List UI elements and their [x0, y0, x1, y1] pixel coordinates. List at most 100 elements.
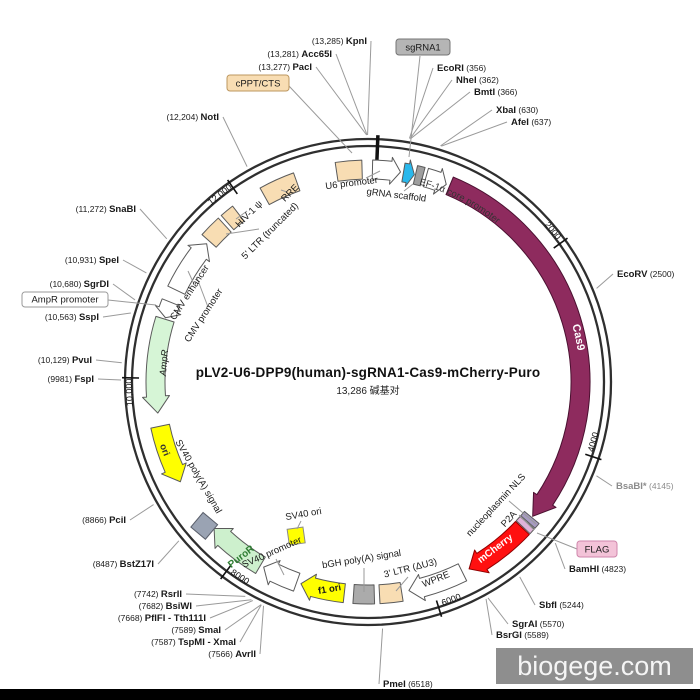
tick-2000 [553, 237, 568, 249]
feature-cas9 [445, 176, 591, 517]
leader-line-5 [296, 520, 302, 530]
feature-ori [150, 423, 187, 483]
feature-wpre [408, 563, 468, 602]
site-paci: (13,277) PacI [258, 62, 312, 73]
site-leader-noti [222, 116, 248, 167]
site-ecorv: EcoRV (2500) [617, 269, 675, 280]
leader-line-12 [518, 514, 535, 531]
leader-line-6 [187, 270, 195, 285]
backbone-outer-ring [123, 137, 613, 627]
tag-box-ampr-promoter [21, 291, 109, 308]
site-bsrgi: BsrGI (5589) [496, 630, 549, 641]
label-ampr: AmpR [158, 349, 171, 377]
feature-cmv-enhancer-cmv-promoter [167, 243, 210, 295]
site-leader-sgrdi [112, 283, 136, 301]
site-leader-afei [441, 121, 508, 147]
site-leader-tspmi-xmai [239, 604, 262, 643]
feature-puror [213, 527, 266, 574]
site-sgrdi: (10,680) SgrDI [50, 279, 109, 290]
site-bstz17i: (8487) BstZ17I [93, 559, 154, 570]
site-leader-bmti [410, 91, 471, 140]
backbone-inner-ring [130, 144, 606, 620]
site-leader-nhei [409, 79, 453, 139]
site-leader-bstz17i [157, 540, 180, 565]
bottom-black-bar [0, 689, 700, 700]
tag-label-flag: FLAG [585, 545, 610, 556]
feature-cppt-cts [334, 159, 363, 182]
site-leader-spei [122, 259, 147, 274]
site-leader-bsrgi [485, 598, 493, 636]
site-bsiwi: (7682) BsiWI [139, 601, 192, 612]
site-leader-bsabi [596, 475, 613, 487]
feature-u6-promoter [371, 156, 402, 185]
site-nhei: NheI (362) [456, 75, 499, 86]
label-ori: ori [157, 442, 172, 457]
site-leader-paci [315, 66, 368, 136]
site-leader-fspi [97, 378, 122, 381]
leader-line-1 [403, 183, 414, 192]
site-leader-pmei [378, 628, 384, 685]
site-leader-snabi [139, 208, 168, 240]
feature-f1-ori [300, 573, 346, 604]
site-pflfi-tth111i: (7668) PflFI - Tth111I [118, 613, 206, 624]
site-sgrai: SgrAI (5570) [512, 619, 564, 630]
label-grna-scaffold: gRNA scaffold [366, 186, 427, 204]
feature-bgh-poly-a-signal [352, 584, 376, 605]
label-sv40-ori: SV40 ori [285, 506, 323, 523]
tag-box-cppt-cts [226, 74, 290, 92]
label-f1-ori: f1 ori [317, 582, 342, 597]
site-avrii: (7566) AvrII [208, 649, 256, 660]
site-xbai: XbaI (630) [496, 105, 538, 116]
site-pvui: (10,129) PvuI [38, 355, 92, 366]
feature-3-ltr-u3 [378, 581, 404, 605]
site-leader-ecori [408, 67, 434, 139]
site-pmei: PmeI (6518) [383, 679, 433, 690]
leader-line-10 [280, 189, 288, 193]
feature-sv40-promoter [263, 560, 301, 592]
site-leader-kpni [367, 40, 372, 136]
tick-label-10-000: 10,000 [124, 378, 135, 406]
site-noti: (12,204) NotI [167, 112, 220, 123]
tag-leader-sgrna1 [408, 55, 421, 158]
tag-leader-flag [536, 532, 578, 550]
site-smai: (7589) SmaI [171, 625, 221, 636]
site-ecori: EcoRI (356) [437, 63, 486, 74]
leader-line-8 [235, 210, 248, 220]
site-acc65i: (13,281) Acc65I [267, 49, 332, 60]
feature-ef-1-core-promoter [422, 167, 447, 195]
site-leader-bsiwi [195, 599, 252, 607]
leader-line-7 [196, 277, 209, 308]
site-leader-xbai [440, 109, 493, 147]
tick-label-4000: 4000 [586, 431, 601, 453]
marker-sv40-ori-marker [286, 526, 306, 546]
feature-p2a [515, 516, 535, 535]
site-afei: AfeI (637) [511, 117, 551, 128]
tag-box-flag [576, 540, 618, 558]
site-bamhi: BamHI (4823) [569, 564, 626, 575]
site-rsrii: (7742) RsrII [134, 589, 182, 600]
site-fspi: (9981) FspI [48, 374, 94, 385]
site-sbfi: SbfI (5244) [539, 600, 584, 611]
tag-leader-cppt-cts [288, 85, 353, 154]
tag-box-sgrna1 [395, 38, 451, 56]
feature-rre [259, 172, 301, 206]
site-snabi: (11,272) SnaBI [76, 204, 136, 215]
leader-line-9 [225, 228, 260, 235]
leader-line-11 [508, 500, 537, 525]
site-bmti: BmtI (366) [474, 87, 517, 98]
tick-label-2000: 2000 [543, 220, 563, 242]
site-leader-pflfi-tth111i [209, 600, 254, 619]
leader-line-2 [395, 576, 409, 592]
site-leader-avrii [259, 605, 265, 655]
site-leader-bamhi [554, 542, 566, 570]
tick-label-12-000: 12,000 [206, 182, 234, 207]
site-bsabi: BsaBI* (4145) [616, 481, 674, 492]
feature-grna-scaffold [412, 165, 426, 187]
tag-label-ampr-promoter: AmpR promoter [31, 295, 98, 306]
tick-6000 [435, 600, 443, 617]
site-leader-smai [224, 604, 262, 631]
site-leader-sspi [102, 312, 131, 318]
feature-ampr-promoter [154, 298, 182, 319]
